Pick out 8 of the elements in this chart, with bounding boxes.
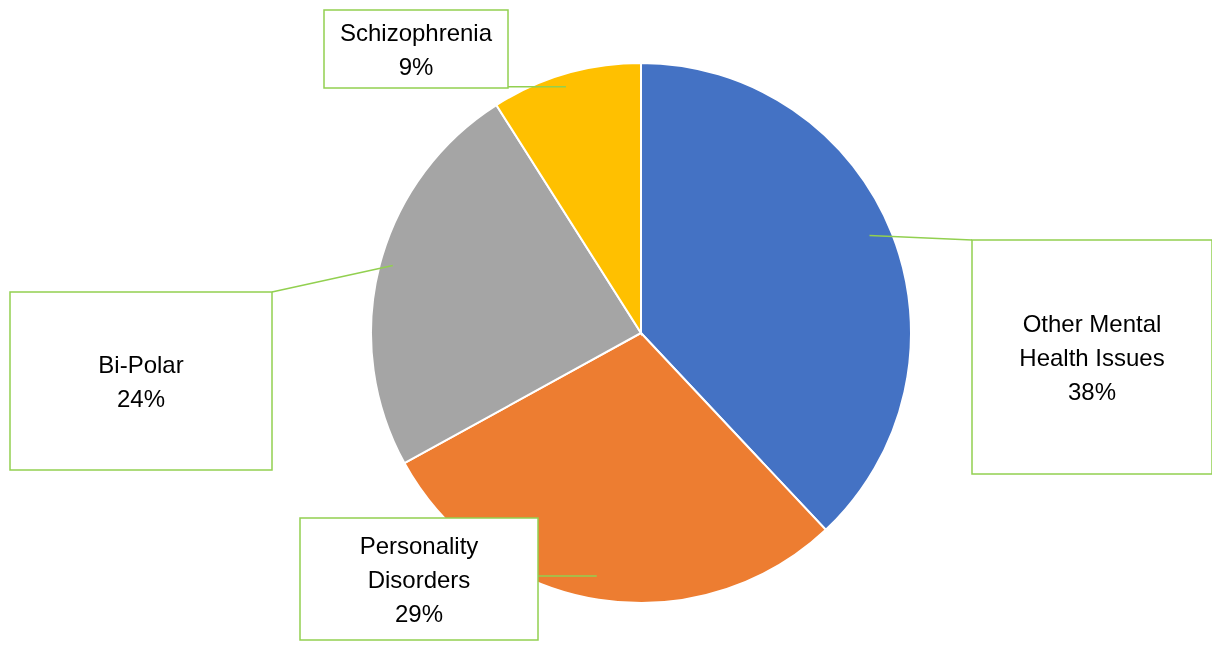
data-label: 29% bbox=[394, 599, 444, 627]
slice-label: Bi-Polar bbox=[98, 350, 184, 378]
slice-label: Other Mental Health Issues bbox=[1019, 309, 1165, 371]
slice-label: Schizophrenia bbox=[339, 18, 493, 46]
slice-label: Personality Disorders bbox=[359, 531, 479, 593]
data-label: 24% bbox=[116, 384, 166, 412]
data-label: 9% bbox=[398, 52, 434, 80]
data-label: 38% bbox=[1067, 377, 1117, 405]
